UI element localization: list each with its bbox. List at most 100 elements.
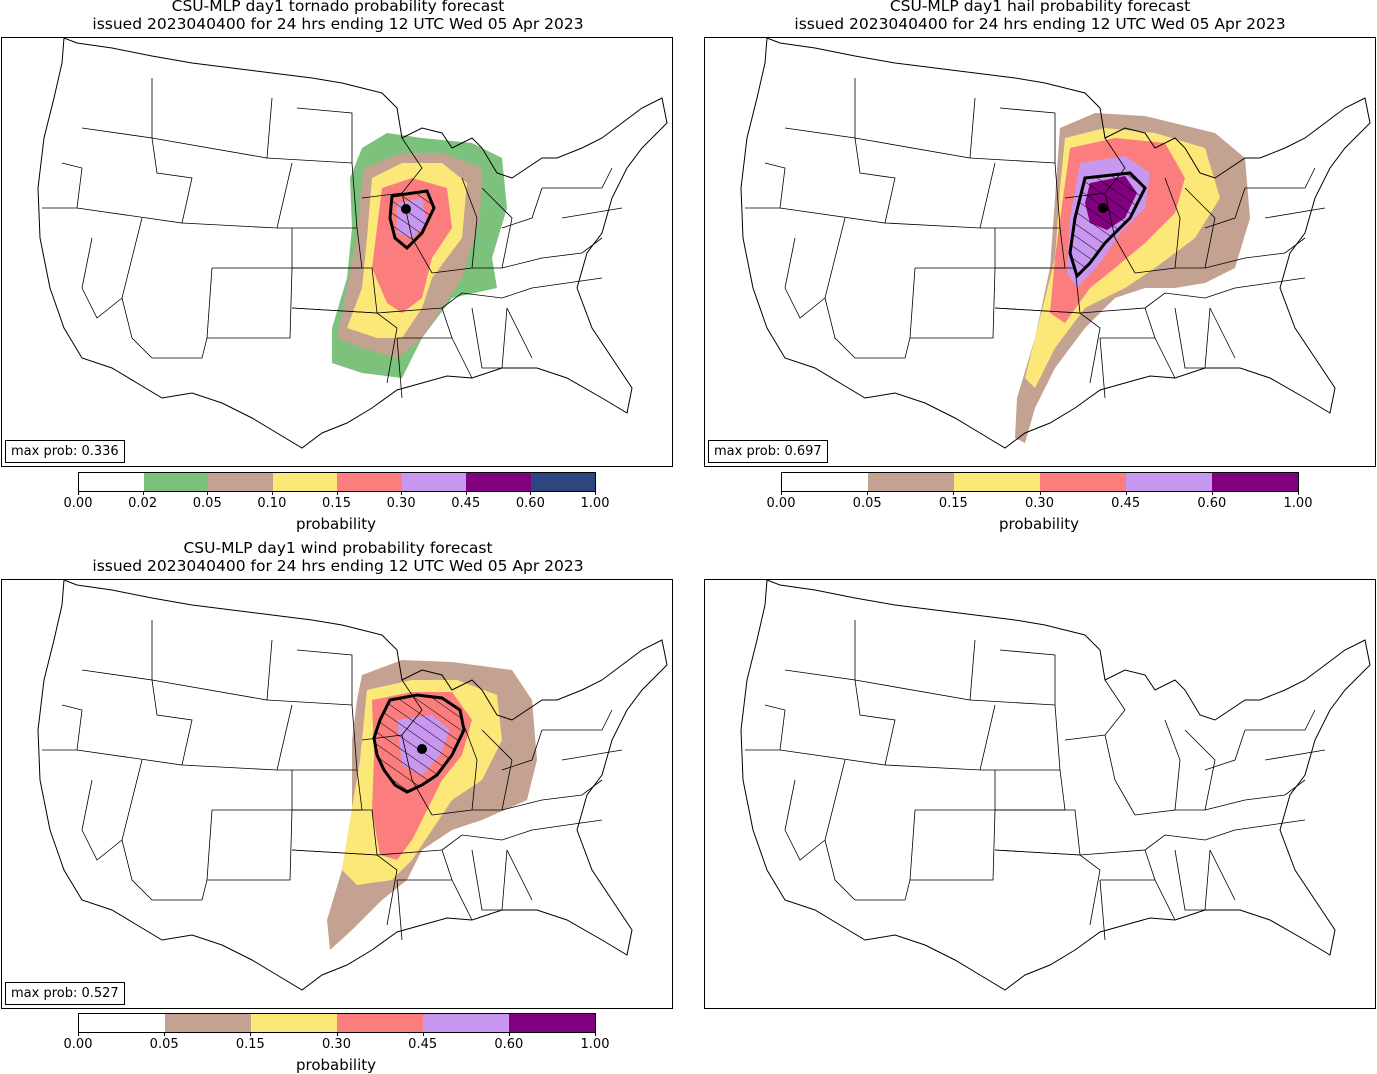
state-boundary	[121, 759, 202, 901]
colorbar-tick-mark	[401, 491, 403, 495]
state-boundary	[201, 879, 208, 901]
colorbar-segment	[401, 473, 466, 491]
colorbar-tick-label: 0.45	[451, 496, 481, 511]
state-boundary	[531, 277, 603, 289]
colorbar-tick-mark	[1125, 491, 1127, 495]
colorbar-tick-mark	[530, 491, 532, 495]
colorbar-tick-mark	[595, 1032, 596, 1036]
state-boundary	[431, 177, 478, 274]
state-boundary	[376, 849, 453, 881]
state-boundary	[980, 704, 1061, 771]
state-boundary	[1175, 729, 1216, 811]
state-boundary	[1134, 177, 1181, 274]
state-boundary	[277, 162, 358, 229]
state-boundary	[909, 809, 996, 881]
state-boundary	[824, 759, 905, 901]
colorbar-tick-label: 1.00	[580, 1037, 610, 1052]
state-boundary	[501, 187, 543, 229]
colorbar-tick-label: 0.05	[852, 496, 882, 511]
state-boundary	[501, 729, 543, 771]
colorbar-tick-label: 1.00	[580, 496, 610, 511]
state-boundary	[884, 162, 996, 229]
colorbar-segment	[509, 1014, 595, 1032]
hail-title-line1: CSU-MLP day1 hail probability forecast	[889, 0, 1191, 15]
colorbar-tick-label: 0.15	[938, 496, 968, 511]
colorbar-segment	[1212, 473, 1298, 491]
colorbar-tick-mark	[1298, 491, 1299, 495]
state-boundary	[42, 162, 83, 209]
colorbar-tick-label: 0.00	[63, 1037, 93, 1052]
wind-max-prob: max prob: 0.527	[5, 982, 125, 1005]
state-boundary	[1144, 829, 1236, 851]
state-boundary	[76, 669, 193, 766]
colorbar-tick-mark	[164, 1032, 166, 1036]
colorbar-segment	[1126, 473, 1212, 491]
state-boundary	[994, 307, 1101, 384]
colorbar-tick-mark	[207, 491, 209, 495]
colorbar-tick-mark	[336, 491, 338, 495]
state-boundary	[291, 307, 398, 384]
wind-colorbar-label: probability	[295, 1056, 377, 1074]
colorbar-tick-mark	[78, 491, 79, 495]
state-boundary	[1204, 729, 1246, 771]
tornado-title: CSU-MLP day1 tornado probability forecas…	[2, 0, 674, 33]
max-prob-marker	[417, 744, 427, 754]
colorbar-tick-label: 0.45	[1111, 496, 1141, 511]
wind-title-line1: CSU-MLP day1 wind probability forecast	[183, 539, 493, 557]
colorbar-segment	[79, 1014, 165, 1032]
state-boundary	[451, 337, 473, 379]
state-boundary	[1079, 307, 1156, 339]
colorbar-segment	[466, 473, 531, 491]
colorbar-tick-label: 1.00	[1283, 496, 1313, 511]
colorbar-segment	[530, 473, 595, 491]
state-boundary	[745, 162, 786, 209]
state-boundary	[361, 137, 423, 199]
map-canvas	[740, 38, 1371, 449]
state-boundary	[472, 187, 513, 269]
state-boundary	[994, 809, 1081, 856]
state-boundary	[471, 849, 508, 911]
tornado-colorbar-label: probability	[295, 515, 377, 533]
colorbar-tick-mark	[595, 491, 596, 495]
state-boundary	[401, 734, 433, 816]
state-boundary	[266, 107, 353, 164]
colorbar-segment	[423, 1014, 509, 1032]
state-boundary	[431, 719, 478, 816]
state-boundary	[277, 704, 358, 771]
wind-sig-contour	[372, 693, 466, 794]
state-boundary	[854, 97, 976, 159]
state-boundary	[1099, 879, 1106, 941]
wind-title: CSU-MLP day1 wind probability forecast i…	[2, 539, 674, 575]
colorbar-tick-label: 0.45	[408, 1037, 438, 1052]
state-boundary	[1204, 237, 1306, 269]
state-boundary	[471, 307, 508, 369]
hail-title: CSU-MLP day1 hail probability forecast i…	[704, 0, 1376, 33]
state-boundary	[904, 879, 911, 901]
state-boundary	[745, 704, 786, 751]
state-boundary	[121, 217, 202, 359]
state-boundary	[1234, 819, 1306, 831]
colorbar-segment	[251, 1014, 337, 1032]
state-boundary	[201, 337, 208, 359]
state-boundary	[1174, 307, 1211, 369]
hail-colorbar	[781, 472, 1299, 492]
colorbar-segment	[782, 473, 868, 491]
colorbar-segment	[208, 473, 273, 491]
tornado-colorbar	[78, 472, 596, 492]
colorbar-segment	[868, 473, 954, 491]
state-boundary	[506, 307, 533, 359]
wind-map: max prob: 0.527	[1, 579, 673, 1009]
state-boundary	[904, 337, 911, 359]
state-boundary	[969, 649, 1056, 706]
state-boundary	[784, 779, 826, 861]
state-boundary	[909, 267, 996, 339]
wind-colorbar	[78, 1013, 596, 1033]
colorbar-tick-mark	[781, 491, 782, 495]
country-outline	[37, 580, 668, 991]
colorbar-tick-label: 0.60	[1197, 496, 1227, 511]
state-boundary	[824, 217, 905, 359]
colorbar-tick-mark	[1211, 491, 1213, 495]
colorbar-tick-label: 0.05	[149, 1037, 179, 1052]
map-canvas	[740, 580, 1371, 991]
colorbar-tick-mark	[271, 491, 273, 495]
